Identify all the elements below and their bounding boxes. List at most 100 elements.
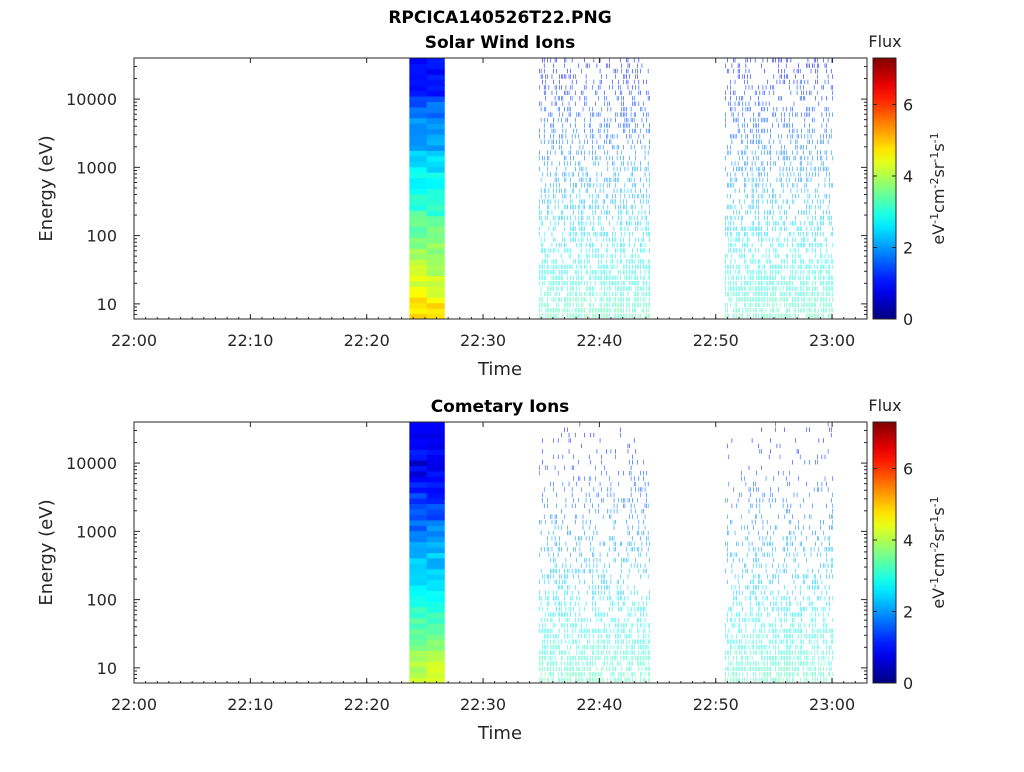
flux-cell bbox=[573, 232, 574, 236]
flux-cell bbox=[649, 183, 650, 187]
flux-cell bbox=[555, 102, 556, 106]
flux-cell bbox=[815, 237, 816, 241]
flux-cell bbox=[727, 558, 728, 562]
flux-cell bbox=[580, 167, 581, 171]
flux-cell bbox=[427, 531, 445, 537]
flux-cell bbox=[629, 134, 630, 138]
flux-cell bbox=[738, 661, 739, 665]
flux-cell bbox=[564, 514, 565, 518]
flux-cell bbox=[645, 563, 646, 567]
flux-cell bbox=[620, 167, 621, 171]
flux-cell bbox=[732, 504, 733, 508]
flux-cell bbox=[595, 661, 596, 665]
flux-cell bbox=[769, 91, 770, 95]
flux-cell bbox=[589, 243, 590, 247]
flux-cell bbox=[609, 270, 610, 274]
flux-cell bbox=[626, 547, 627, 551]
flux-cell bbox=[606, 237, 607, 241]
flux-cell bbox=[640, 640, 641, 644]
flux-cell bbox=[741, 514, 742, 518]
flux-cell bbox=[794, 156, 795, 160]
flux-cell bbox=[825, 259, 826, 263]
flux-cell bbox=[747, 58, 748, 62]
flux-cell bbox=[761, 140, 762, 144]
flux-cell bbox=[789, 80, 790, 84]
flux-cell bbox=[620, 221, 621, 225]
flux-cell bbox=[611, 509, 612, 513]
flux-cell bbox=[598, 656, 599, 660]
flux-cell bbox=[642, 547, 643, 551]
flux-cell bbox=[735, 161, 736, 165]
flux-cell bbox=[777, 297, 778, 301]
flux-cell bbox=[750, 276, 751, 280]
flux-cell bbox=[809, 303, 810, 307]
flux-cell bbox=[542, 574, 543, 578]
flux-cell bbox=[586, 248, 587, 252]
flux-cell bbox=[409, 134, 427, 140]
flux-cell bbox=[747, 194, 748, 198]
flux-cell bbox=[777, 221, 778, 225]
flux-cell bbox=[729, 205, 730, 209]
flux-cell bbox=[569, 308, 570, 312]
flux-cell bbox=[739, 270, 740, 274]
flux-cell bbox=[750, 661, 751, 665]
flux-cell bbox=[549, 270, 550, 274]
flux-cell bbox=[594, 227, 595, 231]
flux-cell bbox=[617, 303, 618, 307]
flux-cell bbox=[791, 286, 792, 290]
flux-cell bbox=[741, 645, 742, 649]
flux-cell bbox=[770, 667, 771, 671]
flux-cell bbox=[733, 314, 734, 318]
flux-cell bbox=[589, 259, 590, 263]
flux-cell bbox=[753, 297, 754, 301]
flux-cell bbox=[552, 91, 553, 95]
flux-cell bbox=[761, 297, 762, 301]
flux-cell bbox=[741, 286, 742, 290]
flux-cell bbox=[556, 58, 557, 62]
flux-cell bbox=[747, 553, 748, 557]
flux-cell bbox=[564, 63, 565, 67]
flux-cell bbox=[815, 314, 816, 318]
flux-cell bbox=[775, 640, 776, 644]
flux-cell bbox=[611, 270, 612, 274]
flux-cell bbox=[617, 650, 618, 654]
flux-cell bbox=[763, 661, 764, 665]
flux-cell bbox=[608, 634, 609, 638]
flux-cell bbox=[595, 629, 596, 633]
flux-cell bbox=[761, 580, 762, 584]
flux-cell bbox=[559, 536, 560, 540]
flux-cell bbox=[601, 243, 602, 247]
flux-cell bbox=[730, 650, 731, 654]
flux-cell bbox=[577, 183, 578, 187]
flux-cell bbox=[789, 308, 790, 312]
flux-cell bbox=[733, 134, 734, 138]
flux-cell bbox=[733, 672, 734, 676]
flux-cell bbox=[544, 91, 545, 95]
flux-cell bbox=[634, 476, 635, 480]
flux-cell bbox=[764, 286, 765, 290]
flux-cell bbox=[743, 672, 744, 676]
flux-cell bbox=[775, 297, 776, 301]
flux-cell bbox=[590, 221, 591, 225]
flux-cell bbox=[808, 232, 809, 236]
flux-cell bbox=[632, 194, 633, 198]
flux-cell bbox=[772, 243, 773, 247]
flux-cell bbox=[606, 585, 607, 589]
flux-cell bbox=[577, 514, 578, 518]
flux-cell bbox=[597, 493, 598, 497]
flux-cell bbox=[559, 85, 560, 89]
flux-cell bbox=[645, 172, 646, 176]
flux-cell bbox=[822, 292, 823, 296]
flux-cell bbox=[584, 205, 585, 209]
flux-cell bbox=[649, 623, 650, 627]
flux-cell bbox=[611, 308, 612, 312]
flux-cell bbox=[604, 661, 605, 665]
flux-cell bbox=[603, 667, 604, 671]
flux-cell bbox=[789, 118, 790, 122]
flux-cell bbox=[539, 150, 540, 154]
flux-cell bbox=[559, 580, 560, 584]
flux-cell bbox=[817, 292, 818, 296]
flux-cell bbox=[541, 216, 542, 220]
flux-cell bbox=[763, 129, 764, 133]
flux-cell bbox=[635, 254, 636, 258]
